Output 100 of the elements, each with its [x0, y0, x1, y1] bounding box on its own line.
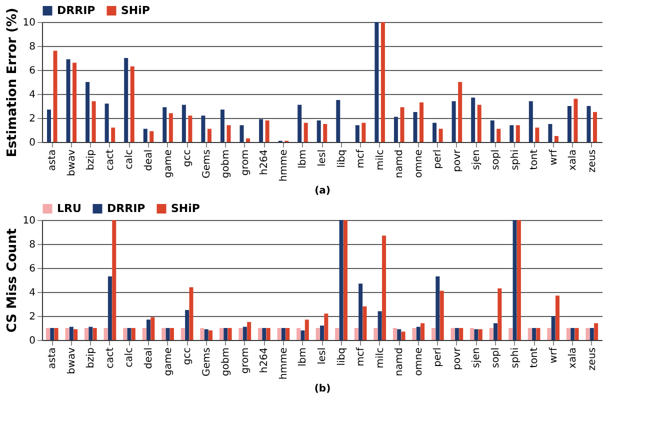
legend-label: DRRIP [57, 4, 96, 17]
bar [489, 328, 494, 340]
bar [378, 311, 382, 340]
x-tick-label: omne [413, 150, 424, 178]
x-tick-label: sjen [471, 348, 482, 368]
bar [265, 120, 270, 142]
bar [66, 59, 70, 142]
bar [150, 317, 155, 340]
bar [208, 330, 213, 340]
bar [104, 104, 109, 142]
bar [551, 316, 556, 340]
bar [104, 328, 108, 340]
bar [570, 328, 575, 340]
bar [316, 120, 321, 142]
bar [188, 116, 192, 142]
x-tick-label: deal [144, 348, 155, 369]
bar [286, 328, 290, 340]
bar [374, 328, 378, 340]
bar [438, 128, 443, 142]
x-tick-label: gobm [220, 348, 232, 376]
bar [397, 329, 402, 340]
bar [226, 125, 231, 142]
y-tick-label: 8 [29, 42, 36, 52]
bar [224, 328, 228, 340]
x-tick-label: calc [124, 348, 136, 368]
y-tick-label: 6 [29, 264, 36, 274]
x-tick-label: h264 [259, 150, 270, 175]
bar [432, 122, 437, 142]
bar [528, 328, 532, 340]
bar [528, 101, 533, 142]
bar [416, 326, 420, 340]
bar [490, 120, 494, 142]
bar [471, 98, 476, 142]
bar [496, 128, 501, 142]
x-tick-label: gcc [182, 348, 194, 365]
y-axis-title: CS Miss Count [4, 228, 20, 333]
bar [358, 284, 363, 340]
x-tick-label: libq [336, 348, 348, 366]
x-tick-label: lesl [317, 150, 328, 166]
bar [266, 328, 270, 340]
bar [166, 328, 170, 340]
bar [111, 128, 116, 142]
bar [355, 125, 360, 142]
bar [412, 328, 416, 340]
x-tick-label: asta [47, 348, 58, 369]
x-tick-label: sphi [510, 348, 521, 368]
bar [74, 329, 78, 340]
legend-label: LRU [57, 202, 82, 215]
bar [324, 314, 328, 340]
text: (a) [314, 185, 330, 196]
x-tick-label: grom [240, 150, 251, 176]
x-tick-label: Gems [201, 150, 212, 178]
bar [50, 328, 54, 340]
bar [123, 328, 128, 340]
bar [220, 110, 224, 142]
x-tick-label: sjen [471, 150, 482, 170]
x-tick-label: cact [104, 347, 116, 369]
y-tick-label: 10 [22, 216, 36, 226]
x-tick-label: deal [144, 150, 155, 171]
x-tick-label: gobm [220, 150, 232, 178]
x-tick-label: omne [413, 348, 424, 376]
bar [452, 101, 456, 142]
bar [574, 328, 579, 340]
bar [470, 328, 474, 340]
bar [354, 328, 358, 340]
bar [566, 328, 570, 340]
bar [84, 328, 88, 340]
bar [88, 326, 93, 340]
x-tick-label: namd [394, 348, 406, 376]
bar [382, 236, 386, 340]
bar [413, 112, 418, 142]
bar [304, 320, 309, 340]
x-tick-label: hmme [278, 150, 290, 182]
bar [510, 125, 514, 142]
bar [450, 328, 455, 340]
x-tick-label: sopl [490, 348, 502, 368]
x-tick-label: milc [374, 150, 386, 170]
bar [512, 220, 517, 340]
x-tick-label: Gems [201, 348, 212, 376]
bar [516, 220, 521, 340]
bar [182, 104, 186, 142]
bar [150, 131, 154, 142]
bar [180, 328, 185, 340]
bar [200, 328, 204, 340]
bar [547, 328, 552, 340]
bar [548, 124, 552, 142]
bar [185, 310, 190, 340]
x-tick-label: h264 [259, 348, 270, 373]
bar [219, 328, 224, 340]
bar [277, 328, 282, 340]
bar [162, 107, 167, 142]
bar [112, 220, 116, 340]
bar [567, 106, 572, 142]
bar [238, 328, 243, 340]
x-tick-label: bwav [66, 149, 78, 176]
y-tick-label: 0 [29, 336, 36, 346]
bar [240, 125, 244, 142]
x-tick-label: povr [452, 148, 463, 172]
bar [242, 326, 247, 340]
x-tick-label: xala [568, 150, 579, 170]
